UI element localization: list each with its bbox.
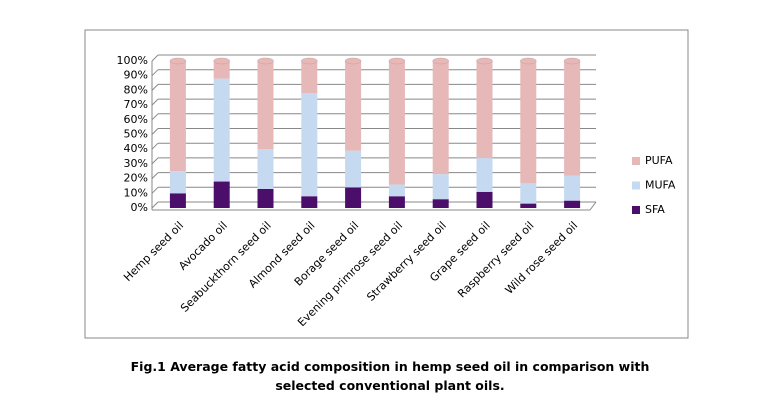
bar-segment bbox=[301, 93, 318, 197]
grid-slant bbox=[151, 157, 159, 165]
bar-segment bbox=[301, 196, 318, 208]
bar-segment bbox=[213, 61, 230, 79]
legend-label: PUFA bbox=[645, 154, 673, 167]
bar-segment bbox=[213, 78, 230, 182]
bar-segment bbox=[388, 196, 405, 208]
bar-cap bbox=[432, 57, 449, 65]
bar-segment bbox=[520, 203, 537, 208]
x-tick-label: Raspberry seed oil bbox=[455, 219, 536, 300]
floor-slant bbox=[589, 201, 597, 211]
bar-segment bbox=[476, 61, 493, 159]
grid-slant bbox=[151, 113, 159, 121]
bar-segment bbox=[520, 61, 537, 184]
y-tick-label: 70% bbox=[124, 98, 148, 111]
bar-segment bbox=[345, 150, 362, 188]
bar-segment bbox=[520, 183, 537, 204]
bar-segment bbox=[345, 61, 362, 151]
grid-slant bbox=[151, 142, 159, 150]
bar-segment bbox=[257, 61, 274, 150]
legend-swatch bbox=[632, 157, 640, 165]
bar-segment bbox=[476, 191, 493, 208]
bar-segment bbox=[432, 174, 449, 200]
y-tick-label: 20% bbox=[124, 172, 148, 185]
bar-segment bbox=[432, 199, 449, 208]
legend-label: MUFA bbox=[645, 179, 676, 192]
legend-label: SFA bbox=[645, 203, 665, 216]
grid-slant bbox=[151, 128, 159, 135]
legend-swatch bbox=[632, 181, 640, 190]
bar-cap bbox=[476, 57, 493, 65]
bar-segment bbox=[564, 175, 581, 201]
y-tick-label: 10% bbox=[124, 186, 148, 199]
grid-slant bbox=[151, 186, 159, 194]
bar-cap bbox=[257, 57, 274, 65]
grid-slant bbox=[151, 69, 159, 77]
y-tick-label: 0% bbox=[131, 201, 148, 214]
bar-segment bbox=[169, 193, 186, 208]
y-tick-label: 80% bbox=[124, 83, 148, 96]
bar-segment bbox=[169, 61, 186, 172]
bar-segment bbox=[345, 187, 362, 208]
bar-cap bbox=[169, 57, 187, 65]
bar-segment bbox=[564, 200, 581, 208]
legend-swatch bbox=[632, 206, 640, 214]
bar-cap bbox=[388, 57, 406, 65]
bar-cap bbox=[301, 57, 318, 65]
y-tick-label: 100% bbox=[117, 54, 148, 67]
bar-segment bbox=[388, 61, 405, 185]
bar-segment bbox=[257, 188, 274, 208]
grid-slant bbox=[151, 98, 159, 106]
bar-cap bbox=[563, 57, 581, 65]
bar-segment bbox=[388, 184, 405, 197]
x-tick-label: Hemp seed oil bbox=[121, 219, 186, 284]
grid-slant bbox=[151, 172, 159, 179]
bar-segment bbox=[476, 158, 493, 192]
chart-frame bbox=[84, 29, 689, 339]
x-tick-label: Strawberry seed oil bbox=[364, 219, 449, 304]
y-tick-label: 40% bbox=[124, 142, 148, 155]
bar-segment bbox=[213, 181, 230, 208]
y-tick-label: 30% bbox=[124, 157, 148, 170]
bar-cap bbox=[213, 57, 230, 65]
y-tick-label: 60% bbox=[124, 113, 148, 126]
grid-slant bbox=[151, 201, 159, 209]
bar-cap bbox=[520, 57, 537, 65]
y-tick-label: 90% bbox=[124, 69, 148, 82]
grid-slant bbox=[151, 54, 159, 62]
grid-slant bbox=[151, 84, 159, 91]
caption: Fig.1 Average fatty acid composition in … bbox=[130, 359, 650, 393]
bar-segment bbox=[301, 61, 318, 94]
bar-segment bbox=[564, 61, 581, 176]
y-tick-label: 50% bbox=[124, 128, 148, 141]
bar-segment bbox=[432, 61, 449, 175]
bar-segment bbox=[257, 149, 274, 189]
bar-segment bbox=[169, 171, 186, 194]
bar-cap bbox=[344, 57, 362, 65]
